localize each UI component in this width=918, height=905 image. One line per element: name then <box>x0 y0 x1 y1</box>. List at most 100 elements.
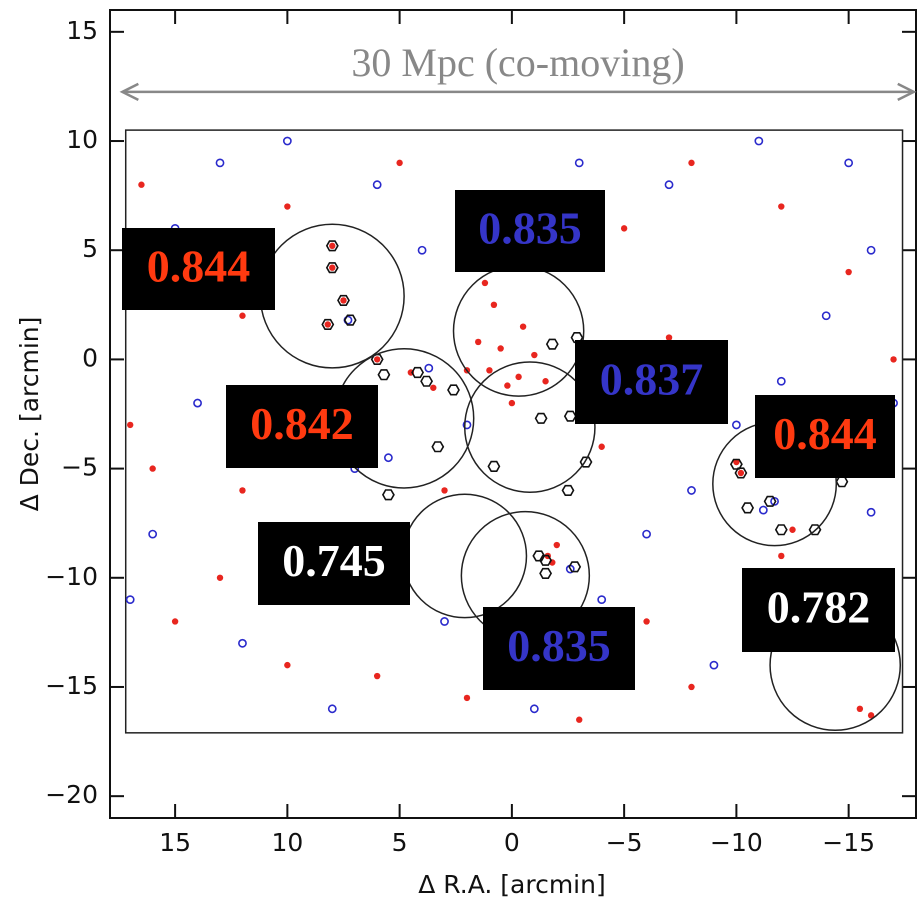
galaxy-point <box>642 529 651 539</box>
galaxy-point <box>515 373 522 381</box>
redshift-label: 0.745 <box>282 535 386 586</box>
y-tick-label: −5 <box>61 453 98 482</box>
galaxy-point <box>821 311 831 321</box>
galaxy-point <box>576 716 583 723</box>
member-point <box>325 240 339 252</box>
member-point <box>411 366 425 379</box>
x-tick-label: −5 <box>606 828 643 857</box>
galaxy-point <box>504 382 511 389</box>
galaxy-point <box>856 705 864 713</box>
galaxy-point <box>778 552 785 560</box>
label-box <box>742 568 895 652</box>
galaxy-point <box>481 279 489 287</box>
member-point <box>532 550 546 562</box>
redshift-label: 0.842 <box>250 398 354 449</box>
y-tick-label: 15 <box>66 16 98 45</box>
galaxy-point <box>462 420 472 430</box>
redshift-label: 0.837 <box>600 354 704 405</box>
label-box <box>755 395 895 478</box>
galaxy-point <box>688 683 695 691</box>
galaxy-point <box>490 301 498 309</box>
galaxy-point <box>709 660 719 670</box>
galaxy-point <box>373 356 381 363</box>
galaxy-point <box>440 617 449 626</box>
galaxy-point <box>733 458 740 466</box>
galaxy-point <box>598 443 605 450</box>
galaxy-point <box>845 268 852 276</box>
galaxy-point <box>754 136 764 146</box>
member-point <box>734 467 748 479</box>
arrow-head <box>119 82 139 102</box>
galaxy-point <box>373 672 381 680</box>
galaxy-point <box>239 312 246 319</box>
galaxy-point <box>396 159 403 167</box>
x-tick-label: 10 <box>271 828 303 857</box>
galaxy-point <box>688 159 695 167</box>
member-point <box>808 524 822 536</box>
redshift-label: 0.835 <box>478 203 582 254</box>
galaxy-point <box>324 321 331 328</box>
galaxy-point <box>737 469 745 477</box>
galaxy-point <box>529 704 539 714</box>
member-point <box>420 375 434 387</box>
galaxy-point <box>282 136 292 146</box>
galaxy-point <box>574 158 584 168</box>
member-point <box>561 484 575 497</box>
galaxy-point <box>776 376 786 386</box>
member-point <box>381 489 395 501</box>
member-point <box>539 567 553 580</box>
member-point <box>763 495 777 507</box>
annotation: 30 Mpc (co-moving) <box>351 40 684 85</box>
member-point <box>579 456 593 468</box>
galaxy-point <box>340 297 347 304</box>
galaxy-point <box>687 486 696 495</box>
member-point <box>545 338 559 350</box>
survey-field <box>124 129 904 734</box>
galaxy-point <box>531 351 538 359</box>
label-box <box>122 228 275 310</box>
x-tick-label: 15 <box>159 828 191 857</box>
redshift-label: 0.844 <box>147 241 251 292</box>
galaxy-point <box>149 465 156 472</box>
galaxy-point <box>327 704 337 714</box>
y-tick-label: 10 <box>66 125 98 154</box>
label-box <box>483 607 635 690</box>
galaxy-point <box>171 618 179 625</box>
label-box <box>455 190 605 272</box>
galaxy-point <box>731 420 741 430</box>
galaxy-point <box>866 507 876 517</box>
galaxy-point <box>758 505 768 515</box>
galaxy-point <box>284 661 291 669</box>
galaxy-point <box>770 496 779 506</box>
galaxy-point <box>138 181 145 188</box>
galaxy-point <box>430 384 437 391</box>
galaxy-point <box>284 203 291 210</box>
member-point <box>487 460 501 473</box>
member-point <box>568 561 582 573</box>
member-point <box>325 262 339 274</box>
member-point <box>534 412 548 424</box>
galaxy-point <box>597 595 607 605</box>
y-tick-label: 5 <box>82 234 98 263</box>
redshift-label: 0.835 <box>507 620 611 671</box>
member-point <box>377 369 391 381</box>
y-tick-label: −10 <box>45 562 98 591</box>
member-point <box>337 294 350 307</box>
galaxy-point <box>486 367 493 374</box>
galaxy-point <box>643 618 650 625</box>
member-point <box>321 318 335 331</box>
galaxy-point <box>620 225 628 232</box>
redshift-label: 0.844 <box>773 408 877 459</box>
galaxy-point <box>867 712 875 719</box>
x-tick-label: −15 <box>822 828 875 857</box>
x-tick-label: 5 <box>392 828 408 857</box>
galaxy-point <box>417 245 427 255</box>
member-point <box>343 314 357 326</box>
galaxy-point <box>441 487 448 494</box>
galaxy-point <box>664 180 674 190</box>
member-point <box>774 524 788 536</box>
galaxy-point <box>844 158 854 168</box>
galaxy-point <box>329 264 336 271</box>
galaxy-point <box>553 541 560 549</box>
